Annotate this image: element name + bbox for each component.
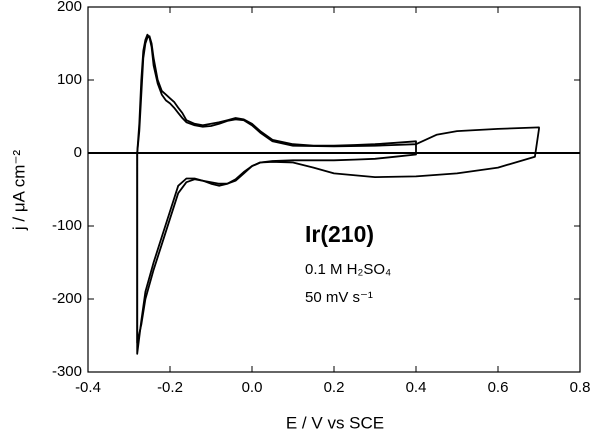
annotation: 0.1 M H₂SO₄ bbox=[305, 261, 391, 278]
x-tick-label: 0.2 bbox=[324, 379, 345, 396]
x-tick-label: 0.0 bbox=[242, 379, 263, 396]
plot-frame bbox=[87, 6, 581, 373]
x-tick-label: 0.6 bbox=[488, 379, 509, 396]
y-tick-label: -100 bbox=[52, 217, 82, 234]
annotation: Ir(210) bbox=[305, 221, 374, 247]
y-tick-label: 0 bbox=[74, 144, 82, 161]
y-tick-label: -300 bbox=[52, 363, 82, 380]
y-tick-label: 200 bbox=[57, 0, 82, 15]
x-axis-label: E / V vs SCE bbox=[286, 413, 384, 432]
cv-curve bbox=[136, 35, 417, 344]
annotation: 50 mV s⁻¹ bbox=[305, 289, 373, 306]
y-axis-label: j / μA cm⁻² bbox=[9, 150, 28, 231]
x-tick-label: 0.8 bbox=[570, 379, 591, 396]
cv-curve bbox=[136, 33, 540, 355]
x-tick-label: -0.2 bbox=[157, 379, 183, 396]
x-tick-label: 0.4 bbox=[406, 379, 427, 396]
y-tick-label: 100 bbox=[57, 71, 82, 88]
y-tick-label: -200 bbox=[52, 290, 82, 307]
x-tick-label: -0.4 bbox=[75, 379, 101, 396]
